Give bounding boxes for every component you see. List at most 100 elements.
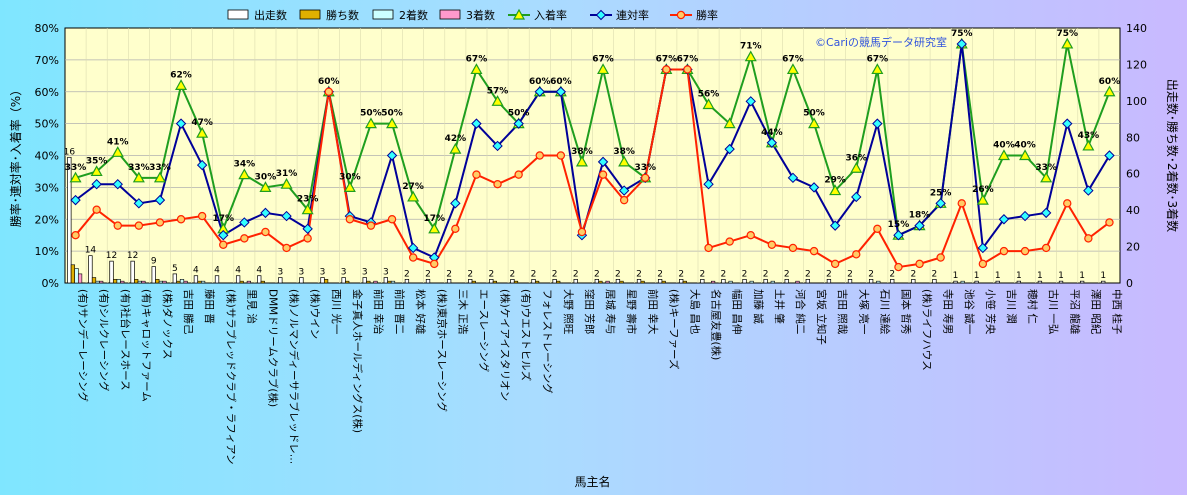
bar-label: 4 <box>214 266 220 276</box>
bar-starts <box>67 156 72 284</box>
place-rate-label: 26% <box>972 185 994 195</box>
place-rate-label: 40% <box>993 141 1015 151</box>
quinella-rate-marker <box>534 86 545 97</box>
place-rate-marker <box>976 193 989 205</box>
win-rate-marker <box>641 173 650 183</box>
bar-starts <box>1101 280 1106 284</box>
place-rate-label: 71% <box>740 42 762 52</box>
legend-label: 連対率 <box>616 8 649 22</box>
place-rate-label: 43% <box>1078 131 1100 141</box>
y-left-tick-label: 10% <box>35 245 59 258</box>
bar-starts <box>636 279 642 284</box>
place-rate-label: 67% <box>592 54 614 64</box>
win-rate-marker <box>999 246 1009 256</box>
place-rate-marker <box>575 155 588 167</box>
bar-label: 2 <box>868 269 874 279</box>
win-rate-marker <box>219 240 228 249</box>
win-rate-marker <box>873 224 882 234</box>
place-rate-marker <box>69 171 82 183</box>
bar-label: 9 <box>151 257 157 267</box>
watermark: ©Cariの競馬データ研究室 <box>815 35 947 49</box>
bar-thirds <box>120 280 125 284</box>
bar-starts <box>214 275 220 284</box>
bar-starts <box>1079 280 1085 284</box>
quinella-rate-marker <box>1062 118 1073 129</box>
x-tick-label: 加藤 誠 <box>752 289 765 324</box>
bar-seconds <box>74 268 79 284</box>
quinella-rate-marker <box>1104 150 1115 161</box>
place-rate-label: 42% <box>445 134 467 144</box>
x-tick-label: (株)ライフハウス <box>921 289 934 371</box>
bar-starts <box>88 255 93 284</box>
y-left-tick-label: 30% <box>35 181 59 194</box>
place-rate-label: 38% <box>613 147 635 157</box>
y-right-tick-label: 120 <box>1126 58 1147 71</box>
bar-label: 2 <box>847 269 853 279</box>
win-rate-marker <box>704 243 713 253</box>
bar-starts <box>362 277 367 284</box>
quinella-rate-marker <box>914 220 925 231</box>
win-rate-marker <box>1041 243 1051 253</box>
place-rate-label: 67% <box>867 54 889 64</box>
x-tick-label: 前田 幸大 <box>646 289 659 335</box>
win-rate-marker <box>788 243 798 253</box>
place-rate-label: 41% <box>107 137 129 147</box>
place-rate-label: 15% <box>888 220 910 230</box>
bar-label: 2 <box>467 269 473 279</box>
bar-label: 1 <box>953 271 959 281</box>
legend-label: 勝率 <box>696 8 718 22</box>
x-tick-label: 吉川 潤 <box>1005 289 1017 324</box>
quinella-rate-marker <box>703 178 714 190</box>
place-rate-marker <box>1061 37 1074 49</box>
x-tick-label: 池谷 誠一 <box>963 289 976 335</box>
place-rate-marker <box>259 181 272 192</box>
quinella-rate-marker <box>175 118 187 129</box>
quinella-rate-marker <box>70 194 81 206</box>
bar-label: 12 <box>106 251 117 261</box>
bar-starts <box>805 279 810 284</box>
y-right-tick-label: 0 <box>1126 277 1133 290</box>
bar-label: 3 <box>299 268 305 278</box>
bar-thirds <box>162 280 167 284</box>
bar-starts <box>172 273 177 284</box>
place-rate-marker <box>744 50 757 62</box>
x-tick-label: 窪田 芳郎 <box>583 289 596 334</box>
place-rate-label: 67% <box>677 54 699 64</box>
bar-thirds <box>99 280 104 284</box>
win-rate-marker <box>324 87 333 96</box>
bar-label: 1 <box>1058 271 1064 281</box>
y-left-tick-label: 0% <box>42 277 59 290</box>
place-rate-label: 67% <box>782 54 804 64</box>
bar-wins <box>513 280 519 284</box>
win-rate-marker <box>240 234 249 243</box>
bar-label: 2 <box>805 269 811 279</box>
place-rate-label: 75% <box>951 29 973 39</box>
bar-starts <box>826 279 832 284</box>
quinella-rate-marker <box>618 185 630 196</box>
bar-label: 1 <box>1037 271 1043 281</box>
bar-seconds <box>390 280 396 284</box>
bar-starts <box>151 266 156 284</box>
quinella-rate-marker <box>808 182 820 193</box>
x-tick-label: 中西 桂子 <box>1110 289 1123 334</box>
bar-label: 2 <box>657 269 663 279</box>
win-rate-marker <box>261 227 270 237</box>
legend-label: 出走数 <box>254 8 287 22</box>
y-right-tick-label: 140 <box>1126 22 1147 35</box>
bar-label: 2 <box>742 269 748 279</box>
y-right-axis-title: 出走数･勝ち数･2着数･3着数 <box>1165 79 1180 232</box>
place-rate-label: 75% <box>1056 29 1078 39</box>
y-right-tick-label: 60 <box>1126 168 1140 181</box>
x-tick-label: 吉田 照哉 <box>836 289 849 335</box>
quinella-rate-marker <box>935 198 946 209</box>
legend-swatch <box>372 9 394 20</box>
quinella-rate-marker <box>260 207 271 219</box>
x-tick-label: (有)シルクレーシング <box>98 289 111 392</box>
legend-swatch <box>299 9 321 20</box>
bar-wins <box>70 264 76 284</box>
win-rate-marker <box>978 259 988 269</box>
legend-marker <box>676 10 686 20</box>
x-tick-label: (有)キャロットファーム <box>140 289 153 402</box>
place-rate-label: 60% <box>318 77 340 87</box>
place-rate-label: 31% <box>276 169 298 179</box>
